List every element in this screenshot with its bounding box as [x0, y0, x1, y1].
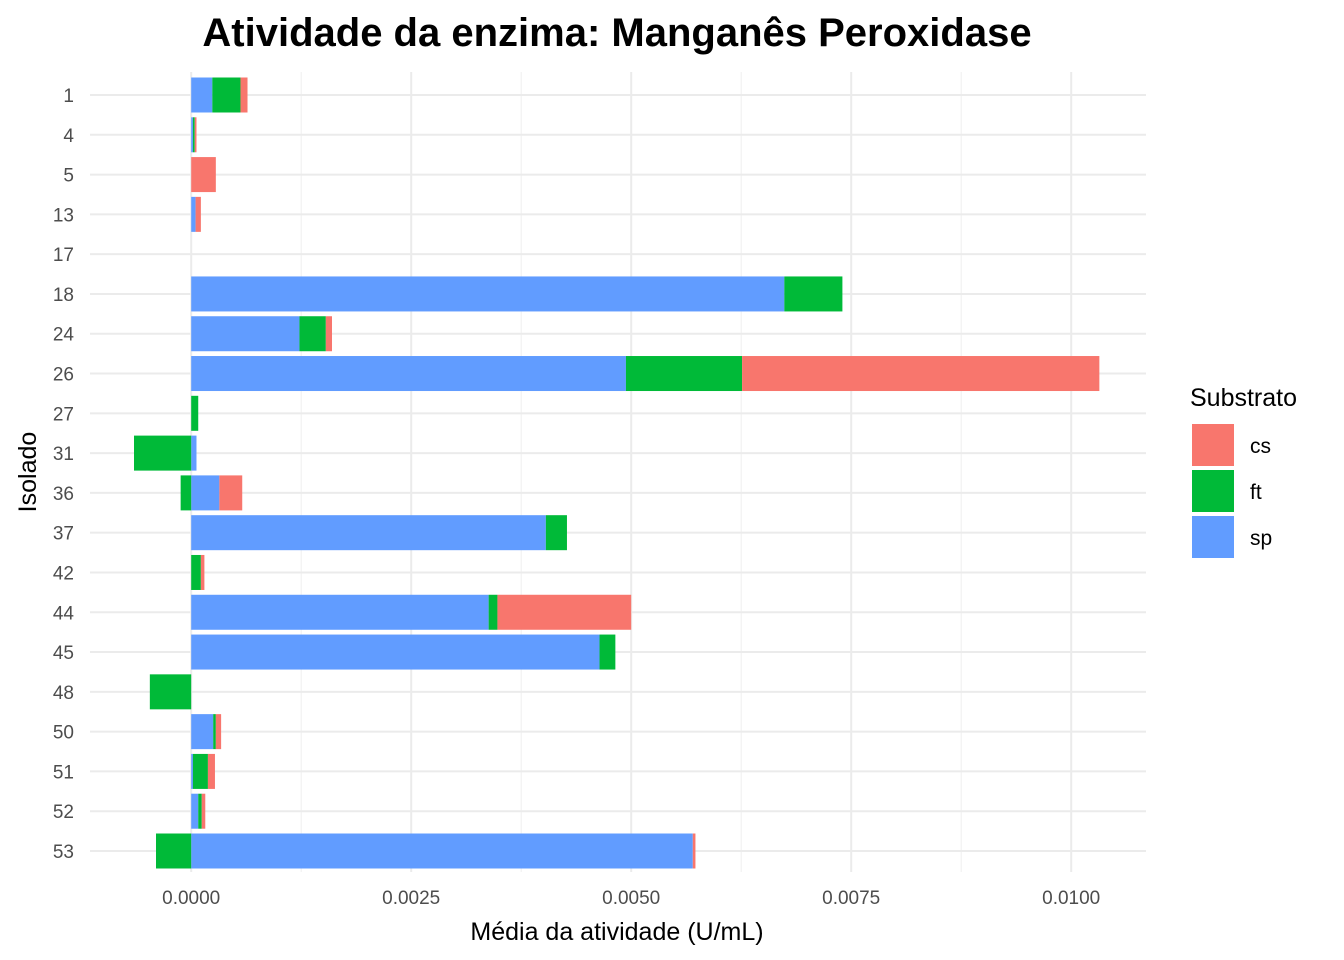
- bar-sp-isolado-26: [191, 356, 626, 392]
- legend-key-cs: [1192, 424, 1234, 466]
- y-axis-title: Isolado: [14, 432, 42, 513]
- x-tick-label: 0.0075: [822, 888, 880, 909]
- bar-sp-isolado-52: [191, 793, 199, 829]
- bar-cs-isolado-1: [240, 77, 248, 113]
- bar-ft-isolado-44: [488, 594, 498, 630]
- bar-sp-isolado-4: [191, 117, 193, 153]
- bar-ft-isolado-45: [599, 634, 616, 670]
- bar-cs-isolado-53: [692, 833, 696, 869]
- y-tick-label: 37: [53, 524, 74, 545]
- legend-label-ft: ft: [1250, 481, 1262, 504]
- bar-cs-isolado-52: [201, 793, 206, 829]
- bar-ft-isolado-37: [545, 515, 567, 551]
- y-tick-label: 31: [53, 444, 74, 465]
- y-tick-label: 26: [53, 365, 74, 386]
- x-axis-title: Média da atividade (U/mL): [470, 918, 763, 946]
- bar-ft-isolado-26: [625, 356, 743, 392]
- bar-ft-isolado-48: [149, 674, 192, 710]
- bar-ft-isolado-31: [134, 435, 192, 471]
- bar-cs-isolado-44: [497, 594, 632, 630]
- x-tick-label: 0.0000: [162, 888, 220, 909]
- x-tick-label: 0.0100: [1042, 888, 1100, 909]
- bar-cs-isolado-13: [195, 196, 201, 232]
- bar-cs-isolado-36: [219, 475, 243, 511]
- bar-sp-isolado-37: [191, 515, 546, 551]
- grid-lines: [90, 72, 1146, 872]
- y-tick-label: 51: [53, 762, 74, 783]
- bar-ft-isolado-53: [156, 833, 192, 869]
- y-tick-label: 18: [53, 285, 74, 306]
- x-axis-ticks: 0.0000 0.0025 0.0050 0.0075 0.0100: [162, 888, 1100, 909]
- y-tick-label: 48: [53, 683, 74, 704]
- bar-ft-isolado-27: [191, 395, 199, 431]
- y-tick-label: 52: [53, 802, 74, 823]
- legend-key-ft: [1192, 470, 1234, 512]
- bar-ft-isolado-50: [213, 714, 216, 750]
- bar-cs-isolado-4: [194, 117, 197, 153]
- bar-sp-isolado-36: [191, 475, 220, 511]
- y-tick-label: 1: [63, 86, 74, 107]
- legend-key-sp: [1192, 516, 1234, 558]
- y-tick-label: 50: [53, 723, 74, 744]
- bar-cs-isolado-26: [742, 356, 1100, 392]
- bar-ft-isolado-4: [192, 117, 195, 153]
- bar-sp-isolado-50: [191, 714, 214, 750]
- x-tick-label: 0.0025: [382, 888, 440, 909]
- bar-sp-isolado-13: [191, 196, 196, 232]
- y-tick-label: 45: [53, 643, 74, 664]
- bar-cs-isolado-51: [207, 753, 215, 789]
- chart-title: Atividade da enzima: Manganês Peroxidase: [202, 11, 1031, 55]
- bar-cs-isolado-50: [215, 714, 222, 750]
- bar-sp-isolado-24: [191, 316, 300, 352]
- bar-sp-isolado-44: [191, 594, 489, 630]
- bar-ft-isolado-36: [180, 475, 192, 511]
- legend: Substrato cs ft sp: [1190, 384, 1297, 558]
- bar-sp-isolado-1: [191, 77, 213, 113]
- y-tick-label: 27: [53, 404, 74, 425]
- bar-sp-isolado-51: [191, 753, 193, 789]
- bar-ft-isolado-51: [192, 753, 208, 789]
- y-tick-label: 42: [53, 563, 74, 584]
- x-tick-label: 0.0050: [602, 888, 660, 909]
- bar-cs-isolado-42: [200, 554, 205, 590]
- bars: [134, 77, 1100, 869]
- y-tick-label: 44: [53, 603, 75, 624]
- y-tick-label: 24: [53, 325, 75, 346]
- bar-ft-isolado-24: [299, 316, 326, 352]
- bar-cs-isolado-24: [325, 316, 332, 352]
- legend-label-sp: sp: [1250, 527, 1272, 550]
- bar-ft-isolado-52: [198, 793, 202, 829]
- bar-ft-isolado-1: [212, 77, 241, 113]
- y-tick-label: 36: [53, 484, 74, 505]
- bar-ft-isolado-18: [784, 276, 843, 312]
- y-tick-label: 53: [53, 842, 74, 863]
- y-tick-label: 17: [53, 245, 74, 266]
- bar-cs-isolado-5: [191, 157, 216, 193]
- bar-ft-isolado-42: [191, 554, 201, 590]
- bar-sp-isolado-53: [191, 833, 693, 869]
- y-tick-label: 5: [63, 166, 74, 187]
- legend-label-cs: cs: [1250, 435, 1271, 458]
- legend-title: Substrato: [1190, 384, 1297, 412]
- y-tick-label: 4: [63, 126, 74, 147]
- bar-sp-isolado-18: [191, 276, 785, 312]
- bar-sp-isolado-31: [191, 435, 197, 471]
- y-tick-label: 13: [53, 205, 74, 226]
- bar-sp-isolado-45: [191, 634, 600, 670]
